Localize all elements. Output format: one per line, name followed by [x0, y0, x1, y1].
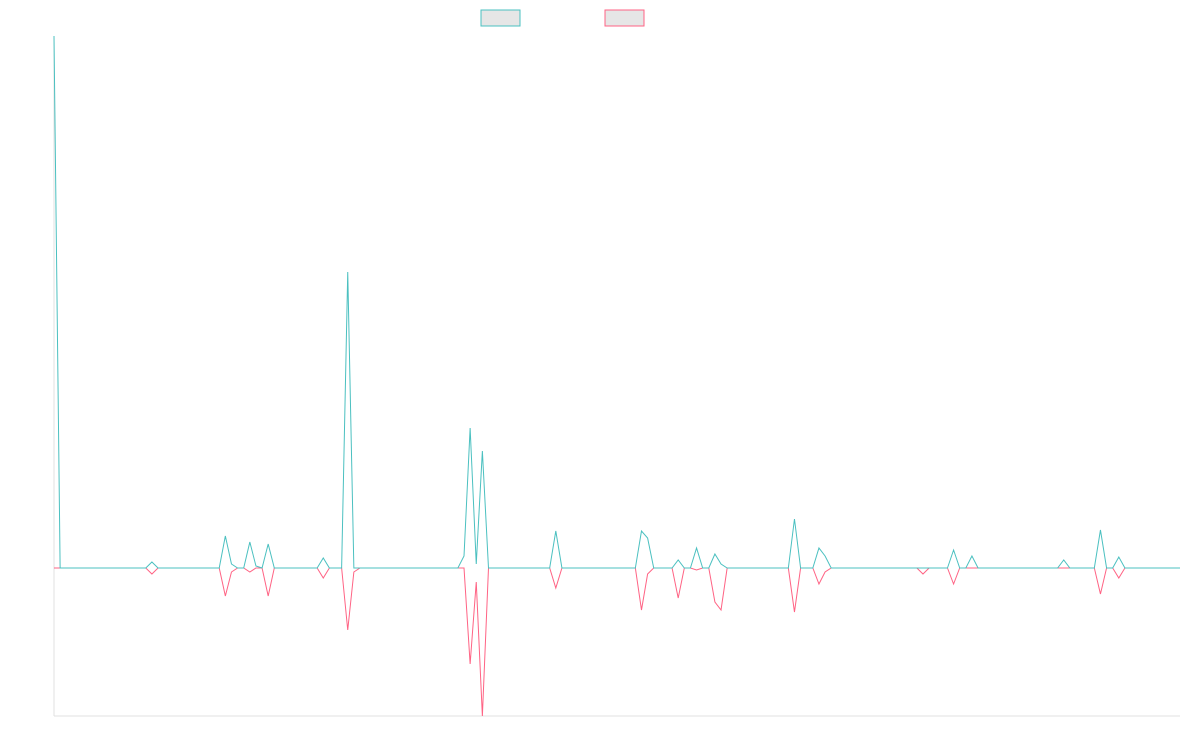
- legend-swatch: [604, 9, 645, 27]
- series-line: [54, 567, 1180, 717]
- legend-swatch: [480, 9, 521, 27]
- series-line: [53, 35, 1180, 569]
